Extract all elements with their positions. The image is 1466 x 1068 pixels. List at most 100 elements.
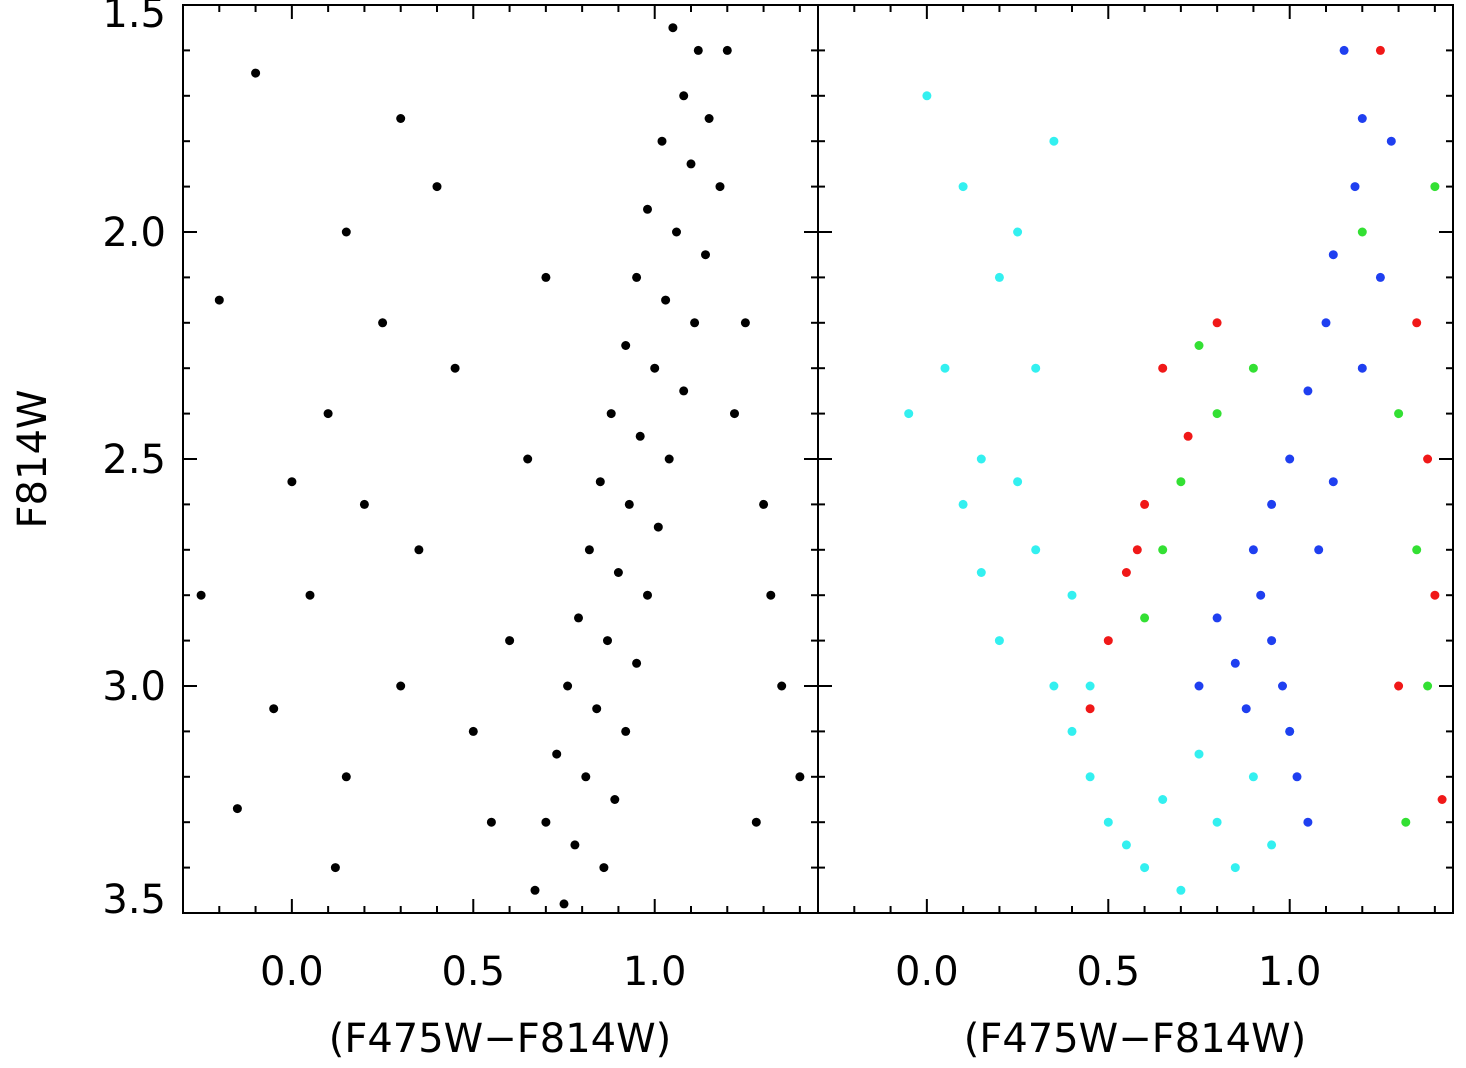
right-point	[1212, 817, 1222, 827]
left-point	[610, 795, 620, 804]
right-point	[1437, 795, 1447, 804]
left-point	[505, 636, 515, 646]
right-point	[1049, 136, 1059, 146]
right-point	[1278, 681, 1287, 691]
right-point	[1430, 182, 1440, 192]
left-point	[701, 250, 710, 260]
right-point	[1103, 817, 1113, 827]
right-point	[1194, 681, 1204, 691]
left-point	[570, 840, 580, 850]
right-point	[1350, 182, 1360, 192]
right-point	[1121, 840, 1131, 850]
right-point	[1267, 499, 1277, 509]
right-point	[1248, 545, 1258, 555]
left-point	[679, 386, 689, 396]
right-x-tick-label: 0.5	[1076, 949, 1140, 995]
left-point	[581, 772, 591, 782]
right-point	[1267, 636, 1277, 646]
left-point	[563, 681, 573, 691]
right-point	[958, 182, 968, 192]
left-x-tick-label: 0.5	[441, 949, 505, 995]
right-point	[1423, 454, 1433, 464]
right-point	[976, 568, 986, 577]
left-point	[661, 295, 671, 305]
right-point	[904, 409, 914, 419]
left-point	[759, 499, 769, 509]
left-point	[414, 545, 424, 555]
left-point	[650, 363, 660, 373]
left-point	[599, 863, 609, 873]
left-point	[486, 817, 496, 827]
right-point	[1357, 227, 1367, 237]
right-x-tick-labels: 0.0 0.5 1.0	[895, 949, 1321, 995]
right-point	[1085, 772, 1095, 782]
right-point	[1375, 272, 1385, 282]
left-point	[603, 636, 612, 646]
left-point	[715, 182, 725, 192]
left-point	[323, 409, 333, 419]
left-point	[635, 431, 645, 441]
left-x-tick-labels: 0.0 0.5 1.0	[260, 949, 686, 995]
left-point	[232, 804, 242, 814]
right-point	[1357, 114, 1367, 123]
left-ticks	[182, 4, 818, 914]
right-point	[1394, 681, 1404, 691]
left-panel	[182, 4, 819, 914]
right-panel	[817, 4, 1454, 914]
left-point	[704, 114, 714, 123]
left-point	[730, 409, 739, 419]
right-point	[1158, 545, 1168, 555]
left-x-tick-label: 0.0	[260, 949, 324, 995]
right-point	[1049, 681, 1059, 691]
right-point	[1031, 545, 1041, 555]
left-point	[777, 681, 787, 691]
left-point	[632, 658, 642, 668]
left-point	[214, 295, 224, 305]
left-x-tick-label: 1.0	[623, 949, 687, 995]
left-point	[269, 704, 279, 714]
right-point	[940, 363, 950, 373]
left-point	[606, 409, 616, 419]
left-point	[559, 899, 569, 909]
left-point	[468, 726, 478, 736]
right-point	[1423, 681, 1433, 691]
right-point	[1158, 363, 1168, 373]
y-tick-labels: 1.5 2.0 2.5 3.0 3.5	[102, 0, 166, 923]
left-point	[341, 772, 351, 782]
right-plot-frame	[817, 4, 1454, 914]
left-point	[722, 45, 732, 55]
left-point	[523, 454, 533, 464]
y-tick-label: 2.0	[102, 210, 166, 256]
left-point	[668, 23, 678, 33]
left-point	[643, 590, 652, 600]
left-point	[196, 590, 206, 600]
right-point	[1212, 318, 1222, 328]
left-point	[574, 613, 583, 623]
left-point	[359, 499, 369, 509]
left-point	[632, 272, 642, 282]
right-point	[1285, 726, 1295, 736]
right-point	[1176, 477, 1186, 487]
right-point	[1303, 386, 1313, 396]
right-point	[1212, 409, 1222, 419]
right-x-tick-label: 1.0	[1258, 949, 1322, 995]
right-point	[1013, 477, 1023, 487]
y-tick-label: 2.5	[102, 437, 166, 483]
left-point	[330, 863, 340, 873]
right-scatter-points	[904, 45, 1447, 895]
right-point	[994, 272, 1004, 282]
right-point	[1230, 658, 1240, 668]
right-point	[1303, 817, 1313, 827]
y-tick-label: 3.0	[102, 664, 166, 710]
left-point	[621, 726, 631, 736]
right-point	[1194, 341, 1204, 350]
left-point	[643, 204, 652, 214]
left-point	[396, 681, 406, 691]
right-point	[1085, 704, 1095, 714]
right-point	[1158, 795, 1168, 804]
left-point	[592, 704, 602, 714]
right-point	[1121, 568, 1131, 577]
left-point	[552, 749, 562, 759]
right-ticks	[817, 4, 1453, 914]
